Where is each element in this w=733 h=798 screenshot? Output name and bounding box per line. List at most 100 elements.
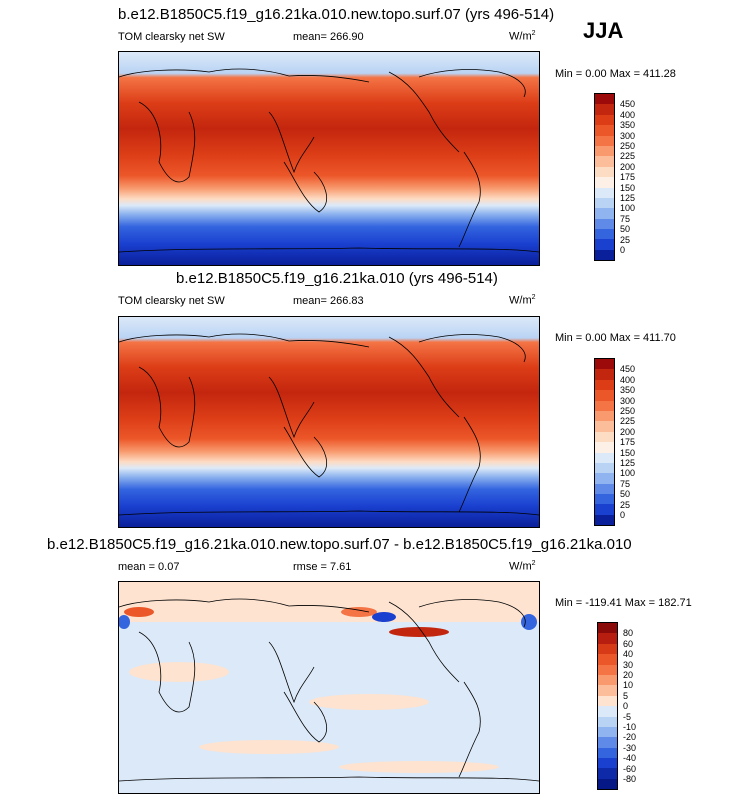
cbar3-seg: [598, 685, 617, 696]
panel1-coastlines: [119, 68, 539, 253]
cbar1-seg: [595, 94, 614, 105]
panel3-anomaly-positive: [124, 607, 154, 617]
panel3-anomaly-negative: [372, 612, 396, 622]
cbar2-tick: 25: [620, 500, 631, 510]
cbar3-tick: -80: [623, 774, 637, 784]
cbar3-tick: -10: [623, 722, 637, 732]
cbar3-seg: [598, 747, 617, 759]
cbar3-seg: [598, 737, 617, 748]
panel1-variable-label: TOM clearsky net SW: [118, 31, 225, 43]
panel1-map: [118, 51, 540, 266]
panel3-anomalies: [119, 582, 539, 773]
cbar1-seg: [595, 218, 614, 230]
panel3-anomaly-positive: [341, 607, 377, 617]
panel2-map-svg: [119, 317, 539, 527]
cbar2-tick: 125: [620, 458, 636, 468]
cbar3-tick: 60: [623, 639, 634, 649]
panel3-anomaly-negative: [119, 615, 130, 629]
panel2-mean-label: mean= 266.83: [293, 295, 364, 307]
cbar1-seg: [595, 156, 614, 167]
cbar1-seg: [595, 104, 614, 115]
season-label: JJA: [583, 18, 624, 43]
panel1-units: W/m2: [509, 30, 536, 43]
cbar1-seg: [595, 166, 614, 178]
cbar2-tick: 0: [620, 510, 626, 520]
panel2-minmax: Min = 0.00 Max = 411.70: [555, 332, 676, 344]
cbar2-seg: [595, 494, 614, 505]
cbar3-tick: 30: [623, 660, 634, 670]
cbar2-seg: [595, 369, 614, 380]
cbar2-tick: 175: [620, 437, 636, 447]
cbar3-seg: [598, 726, 617, 738]
cbar2-seg: [595, 410, 614, 422]
panel2-units: W/m2: [509, 294, 536, 307]
cbar1-tick: 0: [620, 245, 626, 255]
cbar3-seg: [598, 768, 617, 779]
cbar2-seg: [595, 483, 614, 495]
cbar2-tick: 100: [620, 468, 636, 478]
panel3-colorbar: [597, 622, 618, 790]
cbar2-seg: [595, 462, 614, 474]
panel3-anomaly-band: [119, 582, 539, 622]
panel2-title: b.e12.B1850C5.f19_g16.21ka.010 (yrs 496-…: [176, 270, 498, 287]
cbar3-seg: [598, 633, 617, 644]
cbar3-seg: [598, 778, 617, 790]
cbar1-tick: 450: [620, 99, 636, 109]
cbar3-tick: -40: [623, 753, 637, 763]
cbar2-seg: [595, 431, 614, 443]
cbar3-seg: [598, 623, 617, 634]
panel3-mean-label: mean = 0.07: [118, 561, 180, 573]
cbar2-tick: 300: [620, 396, 636, 406]
panel2-field: [119, 317, 539, 527]
cbar2-tick: 225: [620, 416, 636, 426]
cbar2-seg: [595, 452, 614, 463]
cbar3-seg: [598, 664, 617, 675]
cbar1-tick: 50: [620, 224, 631, 234]
cbar2-seg: [595, 400, 614, 411]
panel3-anomaly-strong-positive: [389, 627, 449, 637]
cbar3-seg: [598, 716, 617, 727]
cbar1-seg: [595, 135, 614, 146]
panel3-minmax: Min = -119.41 Max = 182.71: [555, 597, 692, 609]
panel3-map: [118, 581, 540, 794]
cbar1-seg: [595, 145, 614, 157]
cbar3-seg: [598, 706, 617, 717]
cbar2-seg: [595, 504, 614, 515]
panel1-mean-label: mean= 266.90: [293, 31, 364, 43]
panel2-variable-label: TOM clearsky net SW: [118, 295, 225, 307]
cbar3-tick: 80: [623, 628, 634, 638]
cbar2-tick: 200: [620, 427, 636, 437]
cbar2-seg: [595, 473, 614, 484]
panel3-map-svg: [119, 582, 539, 793]
panel3-anomaly-patch: [339, 761, 499, 773]
cbar2-tick: 350: [620, 385, 636, 395]
cbar1-tick: 175: [620, 172, 636, 182]
cbar1-seg: [595, 177, 614, 188]
panel1-title: b.e12.B1850C5.f19_g16.21ka.010.new.topo.…: [118, 6, 555, 23]
cbar1-tick: 350: [620, 120, 636, 130]
panel3-anomaly-patch: [199, 740, 339, 754]
cbar3-tick: 5: [623, 691, 629, 701]
cbar1-tick: 200: [620, 162, 636, 172]
cbar2-tick: 450: [620, 364, 636, 374]
panel1-map-svg: [119, 52, 539, 265]
panel2-map: [118, 316, 540, 528]
panel1-field: [119, 52, 539, 265]
cbar3-seg: [598, 674, 617, 686]
cbar2-tick: 400: [620, 375, 636, 385]
cbar2-seg: [595, 379, 614, 391]
cbar3-seg: [598, 643, 617, 655]
cbar3-tick: 10: [623, 680, 634, 690]
panel3-anomaly-patch: [129, 662, 229, 682]
panel1-colorbar: [594, 93, 615, 261]
cbar1-seg: [595, 187, 614, 198]
cbar3-tick: -60: [623, 764, 637, 774]
panel3-title: b.e12.B1850C5.f19_g16.21ka.010.new.topo.…: [47, 536, 632, 553]
cbar3-tick: 20: [623, 670, 634, 680]
cbar2-tick: 250: [620, 406, 636, 416]
cbar1-tick: 125: [620, 193, 636, 203]
cbar1-tick: 400: [620, 110, 636, 120]
cbar3-seg: [598, 695, 617, 707]
cbar1-tick: 150: [620, 183, 636, 193]
cbar2-seg: [595, 442, 614, 453]
